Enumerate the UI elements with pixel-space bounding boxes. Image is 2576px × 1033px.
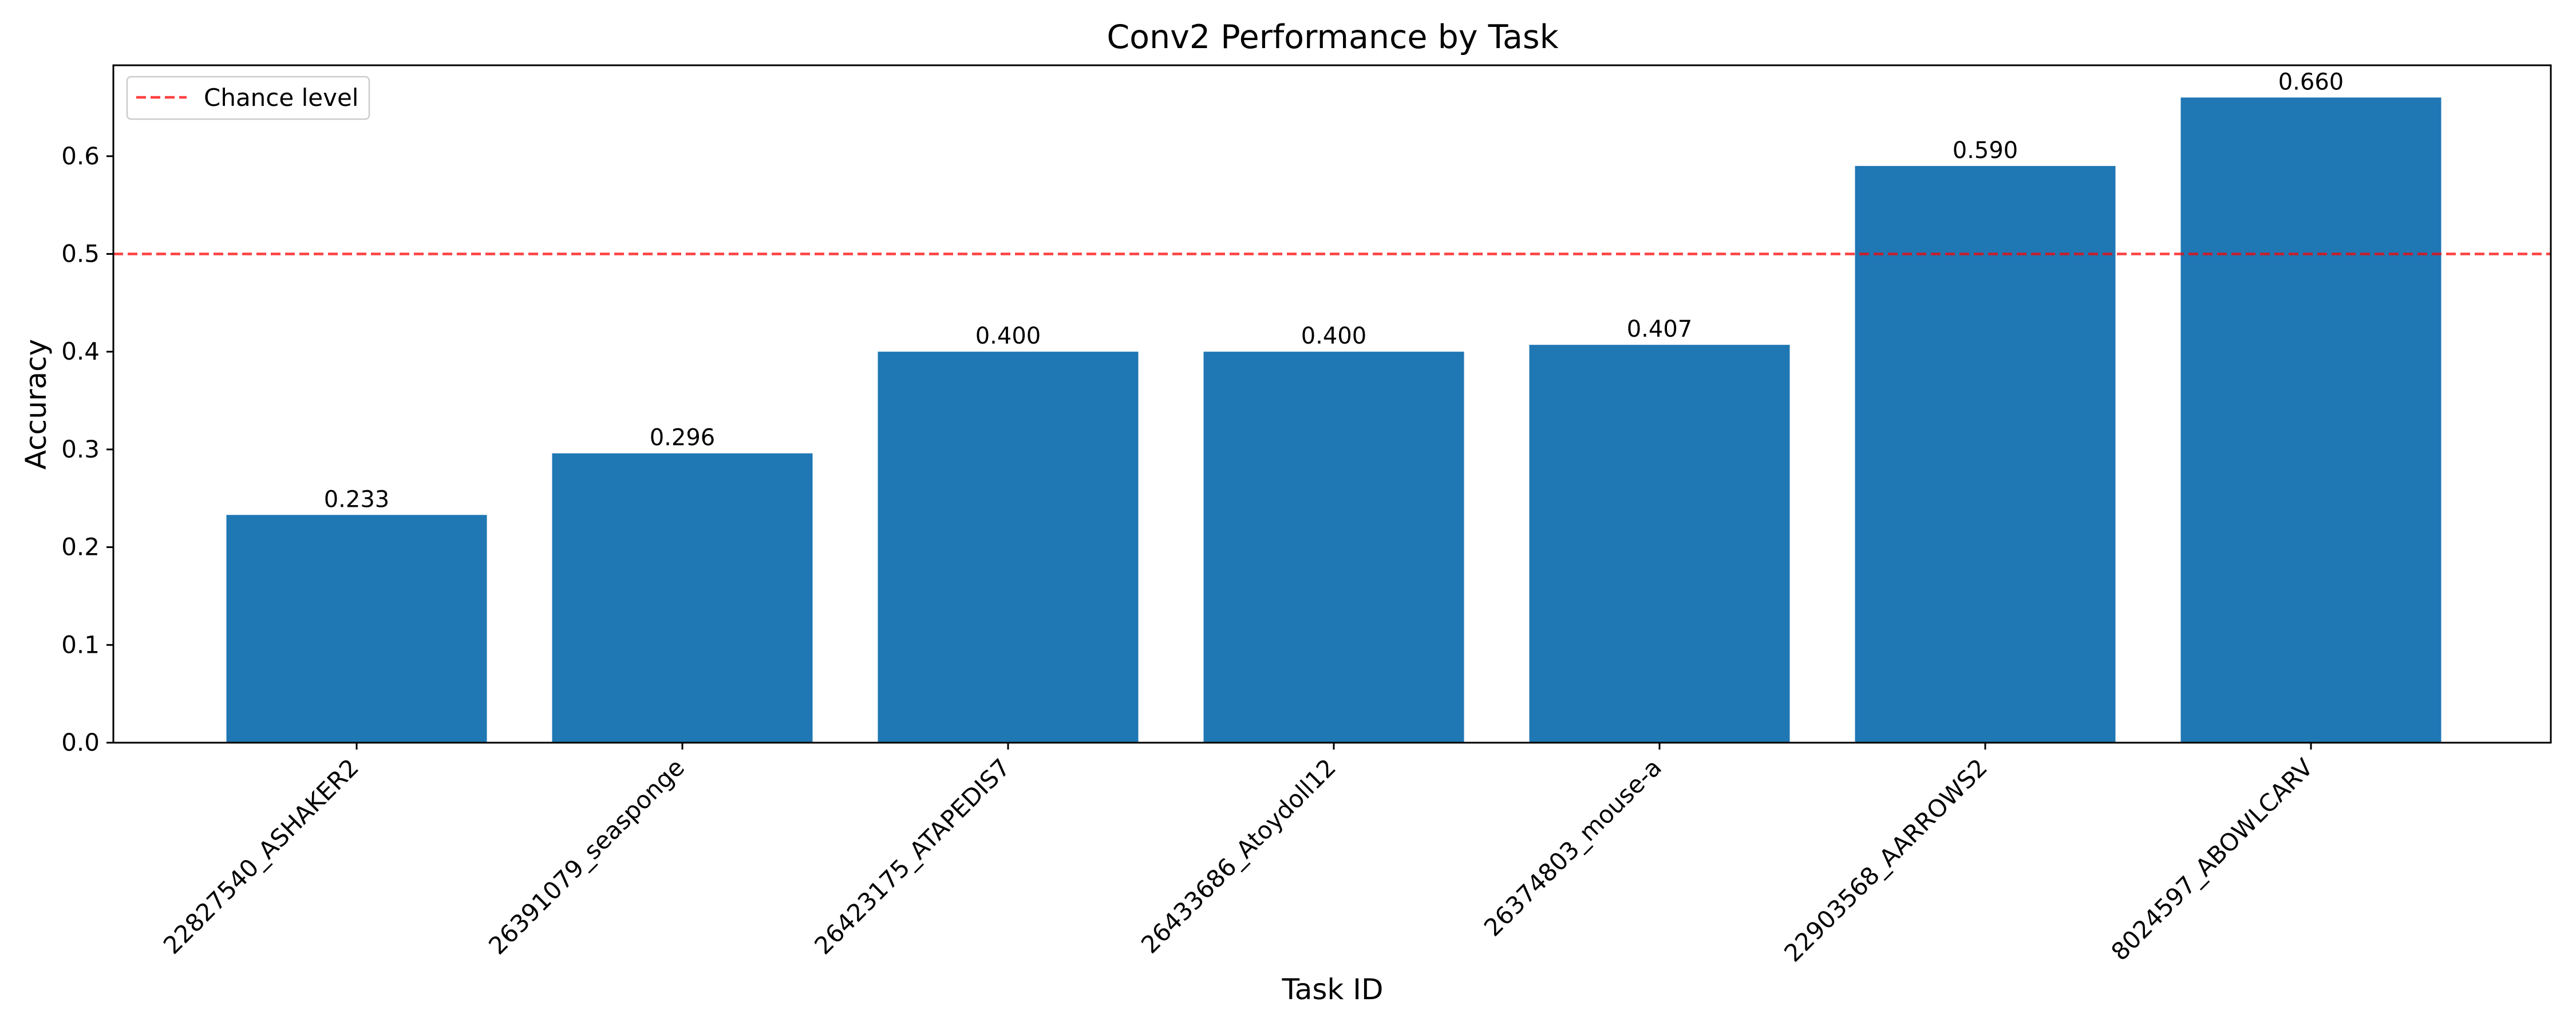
y-tick-label: 0.2 [61,533,100,561]
bar [226,515,487,743]
bar-value-label: 0.407 [1627,316,1693,342]
bar [552,453,813,743]
bar [1203,352,1464,743]
x-axis-label: Task ID [1281,973,1383,1006]
bar [1855,165,2116,743]
bar-value-label: 0.296 [650,425,716,451]
bar-value-label: 0.400 [1301,323,1367,349]
y-tick-label: 0.4 [61,337,100,365]
chart-title: Conv2 Performance by Task [1107,18,1558,56]
y-axis-label: Accuracy [19,339,53,470]
y-axis-ticks: 0.0 0.1 0.2 0.3 0.4 0.5 0.6 [61,142,113,756]
bar [1529,345,1790,743]
legend-box [126,76,370,120]
legend: Chance level [126,76,370,120]
bar [878,352,1139,743]
bar-value-labels: 0.233 0.296 0.400 0.400 0.407 0.590 0.660 [324,69,2344,512]
y-tick-label: 0.6 [61,142,100,170]
bar [2180,97,2441,743]
legend-chance-level-label: Chance level [204,84,358,112]
plot-frame [112,64,2552,744]
bar-value-label: 0.590 [1953,137,2018,164]
y-tick-label: 0.5 [61,239,100,267]
bar-value-label: 0.660 [2278,69,2344,95]
bar-value-label: 0.400 [975,323,1041,349]
bar-value-label: 0.233 [324,486,390,512]
y-tick-label: 0.1 [61,630,100,659]
y-tick-label: 0.0 [61,728,100,756]
y-tick-label: 0.3 [61,435,100,463]
bars [226,97,2441,743]
